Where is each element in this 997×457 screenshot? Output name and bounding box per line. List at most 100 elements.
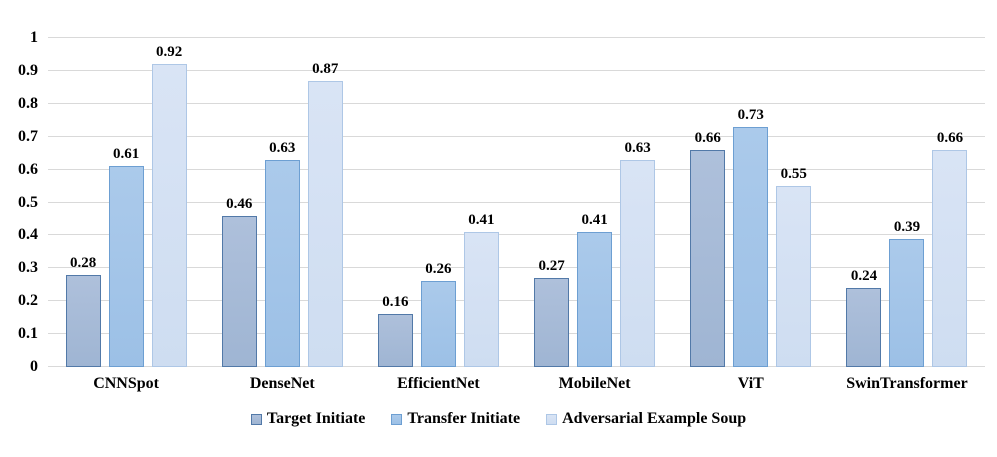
bar bbox=[690, 149, 726, 367]
bar-wrap: 0.73 bbox=[733, 106, 769, 367]
bar-value-label: 0.55 bbox=[780, 166, 807, 183]
bar-groups: 0.28 0.61 0.92 0.46 0.63 0.87 0.16 0.26 0.41 0.27… bbox=[48, 38, 985, 367]
y-tick-label: 0.1 bbox=[18, 325, 38, 343]
bar-value-label: 0.66 bbox=[694, 129, 721, 146]
bar bbox=[221, 215, 257, 367]
bar-wrap: 0.92 bbox=[151, 44, 187, 367]
bar bbox=[108, 166, 144, 367]
bar bbox=[846, 288, 882, 367]
gridline bbox=[48, 234, 985, 236]
gridline bbox=[48, 201, 985, 203]
bar-wrap: 0.41 bbox=[577, 212, 613, 367]
bar-value-label: 0.27 bbox=[538, 258, 565, 275]
y-axis: 0 0.1 0.2 0.3 0.4 0.5 0.6 0.7 0.8 0.9 1 bbox=[0, 30, 38, 375]
legend-label: Adversarial Example Soup bbox=[562, 410, 747, 427]
gridline bbox=[48, 168, 985, 170]
bar-value-label: 0.63 bbox=[269, 139, 296, 156]
legend: Target Initiate Transfer Initiate Adversar… bbox=[0, 410, 997, 428]
bar-value-label: 0.41 bbox=[468, 212, 495, 229]
bar-group: 0.16 0.26 0.41 bbox=[360, 38, 516, 367]
x-category-label: MobileNet bbox=[558, 375, 631, 392]
x-axis: CNNSpot DenseNet EfficientNet MobileNet ViT S… bbox=[48, 375, 985, 393]
bar bbox=[307, 80, 343, 367]
bar-wrap: 0.63 bbox=[264, 139, 300, 367]
bar bbox=[264, 159, 300, 367]
gridline bbox=[48, 333, 985, 335]
legend-label: Target Initiate bbox=[266, 410, 366, 427]
y-tick-label: 0.6 bbox=[18, 160, 38, 178]
bar-wrap: 0.39 bbox=[889, 218, 925, 367]
bar bbox=[463, 232, 499, 367]
bar-group: 0.46 0.63 0.87 bbox=[204, 38, 360, 367]
x-category-label: DenseNet bbox=[249, 375, 315, 392]
bar-wrap: 0.24 bbox=[846, 268, 882, 367]
bar-wrap: 0.46 bbox=[221, 195, 257, 367]
gridline bbox=[48, 366, 985, 367]
gridline bbox=[48, 37, 985, 38]
plot-area: 0.28 0.61 0.92 0.46 0.63 0.87 0.16 0.26 0.41 0.27… bbox=[48, 37, 985, 367]
bar-value-label: 0.63 bbox=[624, 139, 651, 156]
y-tick-label: 1 bbox=[30, 29, 38, 46]
bar-value-label: 0.24 bbox=[850, 268, 878, 285]
bar-wrap: 0.41 bbox=[463, 212, 499, 367]
bar-wrap: 0.28 bbox=[65, 254, 101, 367]
x-category-label: ViT bbox=[737, 375, 764, 392]
gridline bbox=[48, 69, 985, 71]
y-tick-label: 0.8 bbox=[18, 94, 38, 112]
bar bbox=[776, 186, 812, 367]
y-tick-label: 0.4 bbox=[18, 226, 38, 244]
x-category-label: CNNSpot bbox=[93, 375, 159, 392]
bar-wrap: 0.55 bbox=[776, 166, 812, 367]
bar bbox=[733, 126, 769, 367]
bar-value-label: 0.39 bbox=[893, 218, 921, 235]
bar-value-label: 0.92 bbox=[155, 44, 183, 61]
bar-value-label: 0.46 bbox=[226, 195, 253, 212]
bar-wrap: 0.61 bbox=[108, 146, 144, 367]
gridline bbox=[48, 300, 985, 302]
bar-value-label: 0.66 bbox=[936, 129, 964, 146]
bar bbox=[620, 159, 656, 367]
bar-value-label: 0.73 bbox=[737, 106, 764, 123]
legend-item: Adversarial Example Soup bbox=[546, 410, 746, 428]
y-tick-label: 0.5 bbox=[18, 193, 38, 211]
bar-value-label: 0.61 bbox=[112, 146, 140, 163]
y-tick-label: 0.7 bbox=[18, 127, 38, 145]
bar-value-label: 0.87 bbox=[312, 60, 339, 77]
y-tick-label: 0 bbox=[30, 358, 38, 375]
y-tick-label: 0.9 bbox=[18, 61, 38, 79]
bar-group: 0.27 0.41 0.63 bbox=[517, 38, 673, 367]
y-tick-label: 0.3 bbox=[18, 259, 38, 277]
gridline bbox=[48, 135, 985, 137]
bar-wrap: 0.63 bbox=[620, 139, 656, 367]
bar bbox=[151, 64, 187, 367]
legend-item: Target Initiate bbox=[250, 410, 366, 428]
gridline bbox=[48, 267, 985, 269]
bar-value-label: 0.26 bbox=[425, 261, 452, 278]
x-category-label: SwinTransformer bbox=[846, 375, 968, 392]
bar-wrap: 0.87 bbox=[307, 60, 343, 367]
bar bbox=[932, 149, 968, 367]
legend-swatch bbox=[250, 413, 262, 425]
bar-value-label: 0.28 bbox=[69, 254, 97, 271]
gridline bbox=[48, 102, 985, 104]
bar-value-label: 0.41 bbox=[581, 212, 608, 229]
bar-value-label: 0.16 bbox=[382, 294, 409, 311]
bar-wrap: 0.66 bbox=[690, 129, 726, 367]
bar-wrap: 0.27 bbox=[534, 258, 570, 367]
legend-label: Transfer Initiate bbox=[407, 410, 521, 427]
bar bbox=[889, 238, 925, 367]
bar bbox=[420, 281, 456, 367]
bar-wrap: 0.26 bbox=[420, 261, 456, 367]
legend-swatch bbox=[546, 413, 558, 425]
bar bbox=[534, 278, 570, 367]
bar bbox=[577, 232, 613, 367]
bar-wrap: 0.16 bbox=[377, 294, 413, 367]
x-category-label: EfficientNet bbox=[397, 375, 480, 392]
legend-item: Transfer Initiate bbox=[391, 410, 520, 428]
bar bbox=[65, 274, 101, 367]
bar-group: 0.66 0.73 0.55 bbox=[673, 38, 829, 367]
legend-swatch bbox=[391, 413, 403, 425]
bar-group: 0.28 0.61 0.92 bbox=[48, 38, 204, 367]
bar-group: 0.24 0.39 0.66 bbox=[829, 38, 985, 367]
